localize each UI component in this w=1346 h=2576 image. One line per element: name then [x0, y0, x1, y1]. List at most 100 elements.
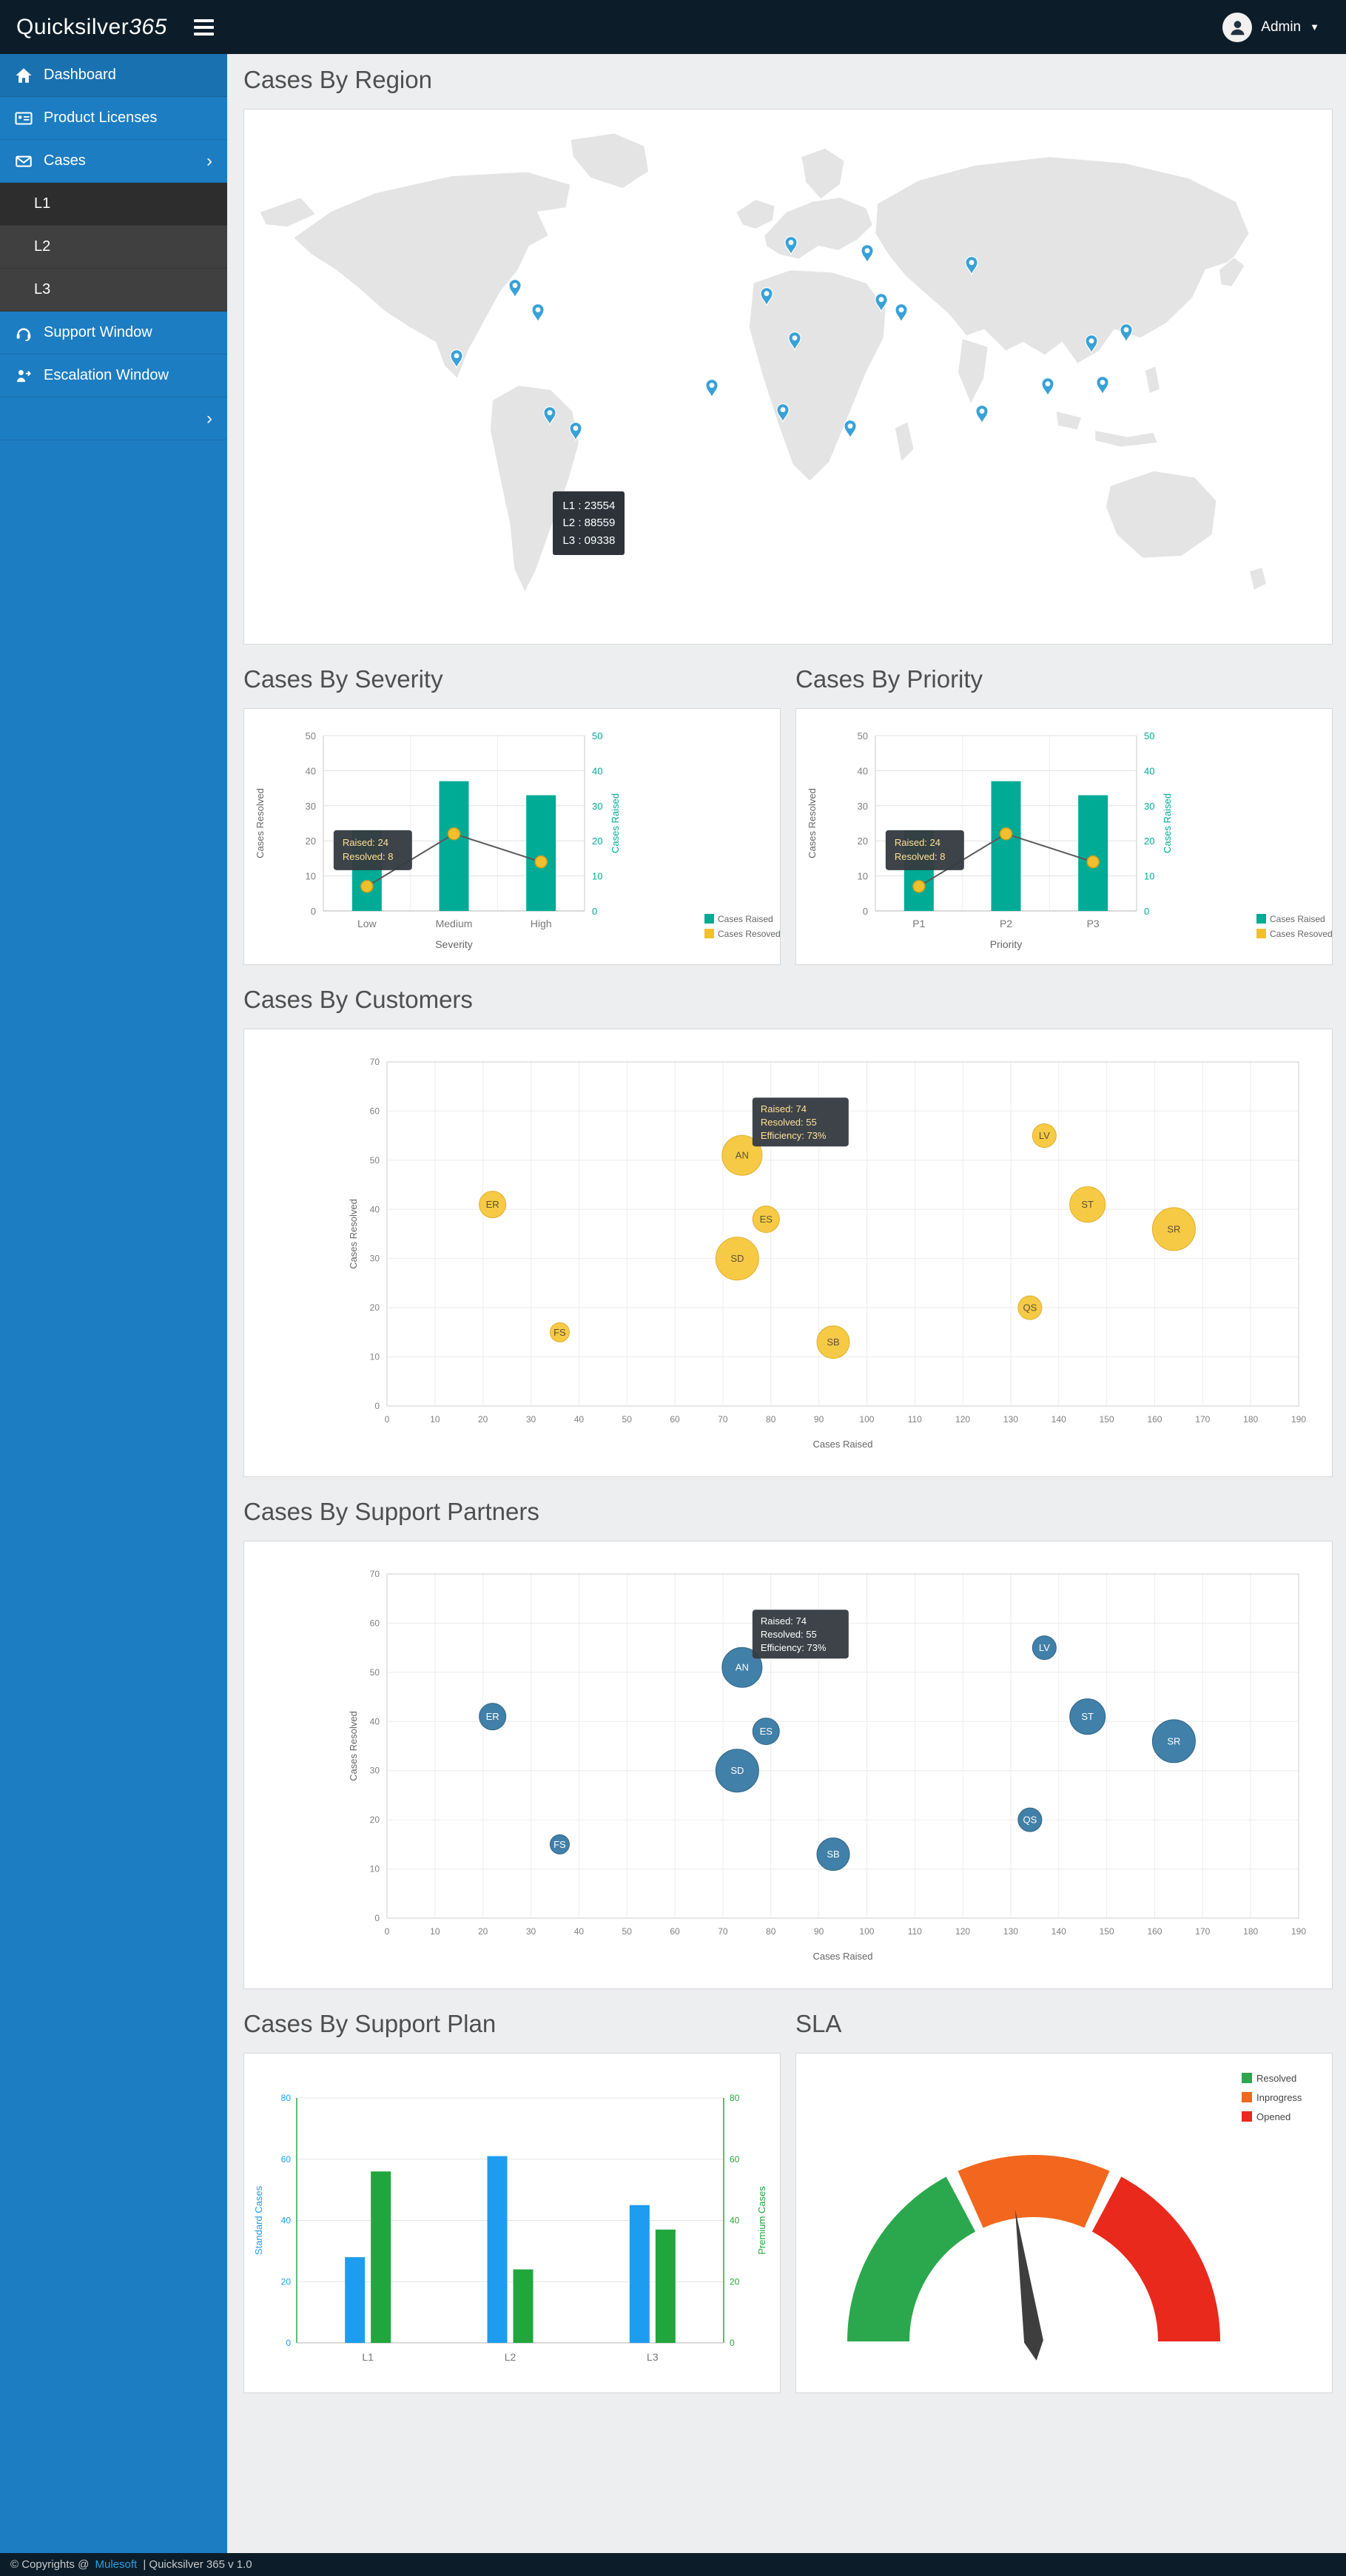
bubble-sd[interactable]	[715, 1237, 759, 1281]
map-pin[interactable]	[508, 278, 522, 298]
map-pin[interactable]	[531, 303, 545, 323]
map-pin[interactable]	[875, 292, 889, 313]
map-pin[interactable]	[775, 403, 790, 423]
tooltip-line: Efficiency: 73%	[761, 1642, 827, 1653]
x-tick-label: 180	[1243, 1414, 1258, 1425]
legend-swatch[interactable]	[1256, 929, 1266, 938]
map-pin[interactable]	[843, 419, 857, 440]
bubble-label: SB	[827, 1849, 839, 1860]
sidebar-item-escalation-window[interactable]: Escalation Window	[0, 354, 227, 397]
bubble-fs[interactable]	[549, 1322, 570, 1342]
hamburger-menu-icon[interactable]	[194, 19, 214, 36]
legend-swatch[interactable]	[704, 914, 714, 924]
x-tick-label: 40	[574, 1926, 585, 1937]
sidebar-subitem-l3[interactable]: L3	[0, 269, 227, 312]
bubble-sd[interactable]	[715, 1749, 759, 1793]
bubble-st[interactable]	[1069, 1698, 1106, 1735]
bubble-an[interactable]	[721, 1134, 763, 1176]
map-pin[interactable]	[1085, 334, 1099, 354]
line-marker[interactable]	[447, 827, 461, 841]
footer-brand-link[interactable]: Mulesoft	[95, 2558, 138, 2571]
x-tick-label: 10	[430, 1414, 440, 1425]
bubble-label: ER	[486, 1711, 499, 1722]
bar-medium[interactable]	[439, 781, 469, 911]
bar-p2[interactable]	[991, 781, 1021, 911]
bubble-sr[interactable]	[1151, 1207, 1196, 1251]
standard-bar-l1[interactable]	[345, 2257, 366, 2343]
continent-shape	[1144, 365, 1161, 395]
y-tick-label: 40	[370, 1716, 380, 1726]
bubble-lv[interactable]	[1032, 1635, 1057, 1661]
continent-shape	[735, 198, 776, 230]
legend-swatch[interactable]	[1242, 2092, 1252, 2102]
map-pin[interactable]	[569, 421, 583, 441]
standard-bar-l3[interactable]	[629, 2205, 650, 2343]
sidebar-subitem-l1[interactable]: L1	[0, 183, 227, 226]
bar-p3[interactable]	[1078, 795, 1108, 911]
x-tick-label: L3	[647, 2351, 659, 2363]
bubble-label: AN	[736, 1662, 749, 1673]
map-pin[interactable]	[894, 303, 908, 323]
bubble-qs[interactable]	[1017, 1295, 1043, 1320]
legend-label: Inprogress	[1256, 2092, 1302, 2103]
map-pin[interactable]	[449, 349, 463, 369]
map-pin[interactable]	[705, 378, 719, 398]
map-pin[interactable]	[787, 331, 801, 351]
line-marker[interactable]	[1086, 855, 1100, 869]
y-tick-left: 0	[311, 906, 316, 917]
line-marker[interactable]	[534, 855, 548, 869]
legend-swatch[interactable]	[1242, 2073, 1252, 2083]
user-menu[interactable]: Admin ▼	[1222, 12, 1346, 42]
map-pin[interactable]	[784, 235, 798, 256]
sidebar-item-product-licenses[interactable]: Product Licenses	[0, 97, 227, 140]
y-tick-label: 60	[370, 1106, 380, 1116]
continent-shape	[1094, 429, 1159, 448]
bubble-er[interactable]	[479, 1191, 507, 1219]
sidebar-item-dashboard[interactable]: Dashboard	[0, 54, 227, 97]
premium-bar-l2[interactable]	[513, 2269, 534, 2343]
bar-high[interactable]	[526, 795, 556, 911]
line-marker[interactable]	[999, 827, 1013, 841]
map-pin[interactable]	[543, 406, 557, 426]
partners-chart-svg: 0 10 20 30 40 50 60 70 80 90 100 110 120 130 140 150 160…	[348, 1569, 1306, 1962]
bubble-es[interactable]	[752, 1718, 780, 1746]
legend-swatch[interactable]	[704, 929, 714, 938]
legend-swatch[interactable]	[1256, 914, 1266, 924]
legend-swatch[interactable]	[1242, 2111, 1252, 2122]
sidebar-item-cases[interactable]: Cases ›	[0, 140, 227, 183]
line-marker[interactable]	[360, 880, 374, 893]
sidebar-item-more[interactable]: ›	[0, 397, 227, 440]
y-tick-label: 60	[370, 1618, 380, 1628]
map-pin[interactable]	[1041, 377, 1055, 397]
x-tick-label: P2	[1000, 918, 1012, 929]
sidebar-subitem-l2[interactable]: L2	[0, 226, 227, 269]
map-pin[interactable]	[965, 255, 979, 275]
bubble-er[interactable]	[479, 1703, 507, 1731]
y-tick-left: 20	[306, 835, 316, 847]
section-title-region: Cases By Region	[243, 66, 432, 93]
bubble-label: SR	[1167, 1223, 1180, 1234]
premium-bar-l1[interactable]	[371, 2171, 391, 2343]
bubble-sb[interactable]	[816, 1325, 850, 1359]
bubble-fs[interactable]	[549, 1834, 570, 1854]
line-marker[interactable]	[912, 880, 926, 893]
bubble-sb[interactable]	[816, 1837, 850, 1872]
x-tick-label: 100	[859, 1414, 874, 1425]
world-map	[258, 132, 1268, 594]
premium-bar-l3[interactable]	[655, 2229, 676, 2343]
bubble-sr[interactable]	[1151, 1719, 1196, 1763]
standard-bar-l2[interactable]	[487, 2156, 508, 2343]
section-title-priority: Cases By Priority	[795, 665, 983, 693]
bubble-lv[interactable]	[1032, 1123, 1057, 1149]
bubble-st[interactable]	[1069, 1186, 1106, 1223]
map-pin[interactable]	[1095, 375, 1109, 395]
bubble-es[interactable]	[752, 1205, 780, 1234]
bubble-an[interactable]	[721, 1647, 763, 1688]
bubble-qs[interactable]	[1017, 1807, 1043, 1832]
map-pin[interactable]	[861, 243, 875, 263]
map-pin[interactable]	[975, 404, 989, 425]
continent-shape	[748, 269, 887, 482]
map-pin[interactable]	[759, 286, 773, 306]
sidebar-item-support-window[interactable]: Support Window	[0, 312, 227, 354]
map-pin[interactable]	[1120, 323, 1134, 343]
